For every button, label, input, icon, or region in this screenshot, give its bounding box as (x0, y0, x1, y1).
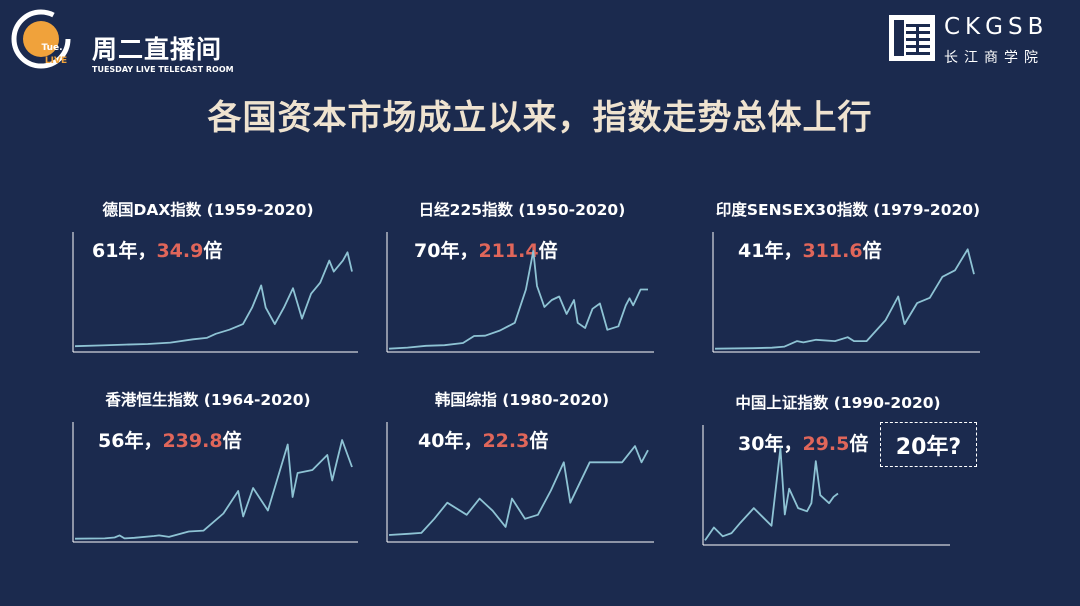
growth-stat: 56年，239.8倍 (98, 426, 242, 453)
chart-panel-hangseng: 香港恒生指数 (1964-2020) 56年，239.8倍 (58, 388, 358, 543)
multiple-value: 22.3 (482, 430, 530, 452)
show-logo: Tue. LIVE 周二直播间 TUESDAY LIVE TELECAST RO… (10, 8, 250, 74)
multiple-suffix: 倍 (203, 240, 223, 262)
chart-panel-kospi: 韩国综指 (1980-2020) 40年，22.3倍 (372, 388, 672, 543)
multiple-suffix: 倍 (222, 430, 242, 452)
school-abbreviation: CKGSB (944, 14, 1049, 40)
show-name: 周二直播间 (92, 35, 223, 64)
growth-stat: 61年，34.9倍 (92, 236, 222, 263)
multiple-suffix: 倍 (849, 433, 869, 455)
index-series-line (74, 251, 353, 348)
chart-title: 德国DAX指数 (1959-2020) (102, 201, 314, 219)
multiple-suffix: 倍 (538, 240, 558, 262)
chart-title: 香港恒生指数 (1964-2020) (105, 391, 311, 409)
logo-live-text: LIVE (45, 56, 67, 66)
years-label: 61年， (92, 240, 157, 262)
multiple-value: 211.4 (478, 240, 539, 262)
question-box: 20年? (880, 422, 977, 467)
years-label: 40年， (418, 430, 483, 452)
multiple-suffix: 倍 (862, 240, 882, 262)
chart-title: 中国上证指数 (1990-2020) (735, 394, 941, 412)
slide-title: 各国资本市场成立以来，指数走势总体上行 (207, 98, 873, 138)
index-series-line (388, 250, 648, 350)
logo-day-text: Tue. (41, 43, 62, 53)
line-chart (712, 232, 980, 353)
growth-stat: 41年，311.6倍 (738, 236, 882, 263)
multiple-suffix: 倍 (529, 430, 549, 452)
school-logo: CKGSB 长江商学院 (888, 14, 1068, 66)
multiple-value: 34.9 (156, 240, 204, 262)
years-label: 30年， (738, 433, 803, 455)
line-chart (72, 422, 358, 543)
line-chart (72, 232, 358, 353)
multiple-value: 311.6 (802, 240, 863, 262)
show-subtitle: TUESDAY LIVE TELECAST ROOM (92, 65, 234, 74)
growth-stat: 30年，29.5倍 (738, 429, 868, 456)
live-badge-icon: Tue. LIVE (11, 9, 71, 69)
school-name: 长江商学院 (944, 50, 1044, 66)
years-label: 56年， (98, 430, 163, 452)
chart-title: 韩国综指 (1980-2020) (434, 391, 610, 409)
chart-title: 印度SENSEX30指数 (1979-2020) (715, 201, 981, 219)
chart-panel-shanghai: 中国上证指数 (1990-2020) 30年，29.5倍 (688, 391, 988, 546)
chart-title: 日经225指数 (1950-2020) (418, 201, 626, 219)
line-chart (386, 232, 654, 353)
chart-panel-nikkei: 日经225指数 (1950-2020) 70年，211.4倍 (372, 198, 672, 353)
growth-stat: 40年，22.3倍 (418, 426, 548, 453)
chart-panel-sensex: 印度SENSEX30指数 (1979-2020) 41年，311.6倍 (698, 198, 998, 353)
index-series-line (704, 447, 839, 541)
multiple-value: 239.8 (162, 430, 223, 452)
line-chart (386, 422, 654, 543)
chart-panel-dax: 德国DAX指数 (1959-2020) 61年，34.9倍 (58, 198, 358, 353)
years-label: 41年， (738, 240, 803, 262)
multiple-value: 29.5 (802, 433, 850, 455)
years-label: 70年， (414, 240, 479, 262)
growth-stat: 70年，211.4倍 (414, 236, 558, 263)
index-series-line (388, 445, 649, 536)
index-series-line (714, 248, 975, 350)
ckgsb-emblem-icon (889, 15, 935, 61)
line-chart (702, 425, 950, 546)
index-series-line (74, 439, 353, 540)
